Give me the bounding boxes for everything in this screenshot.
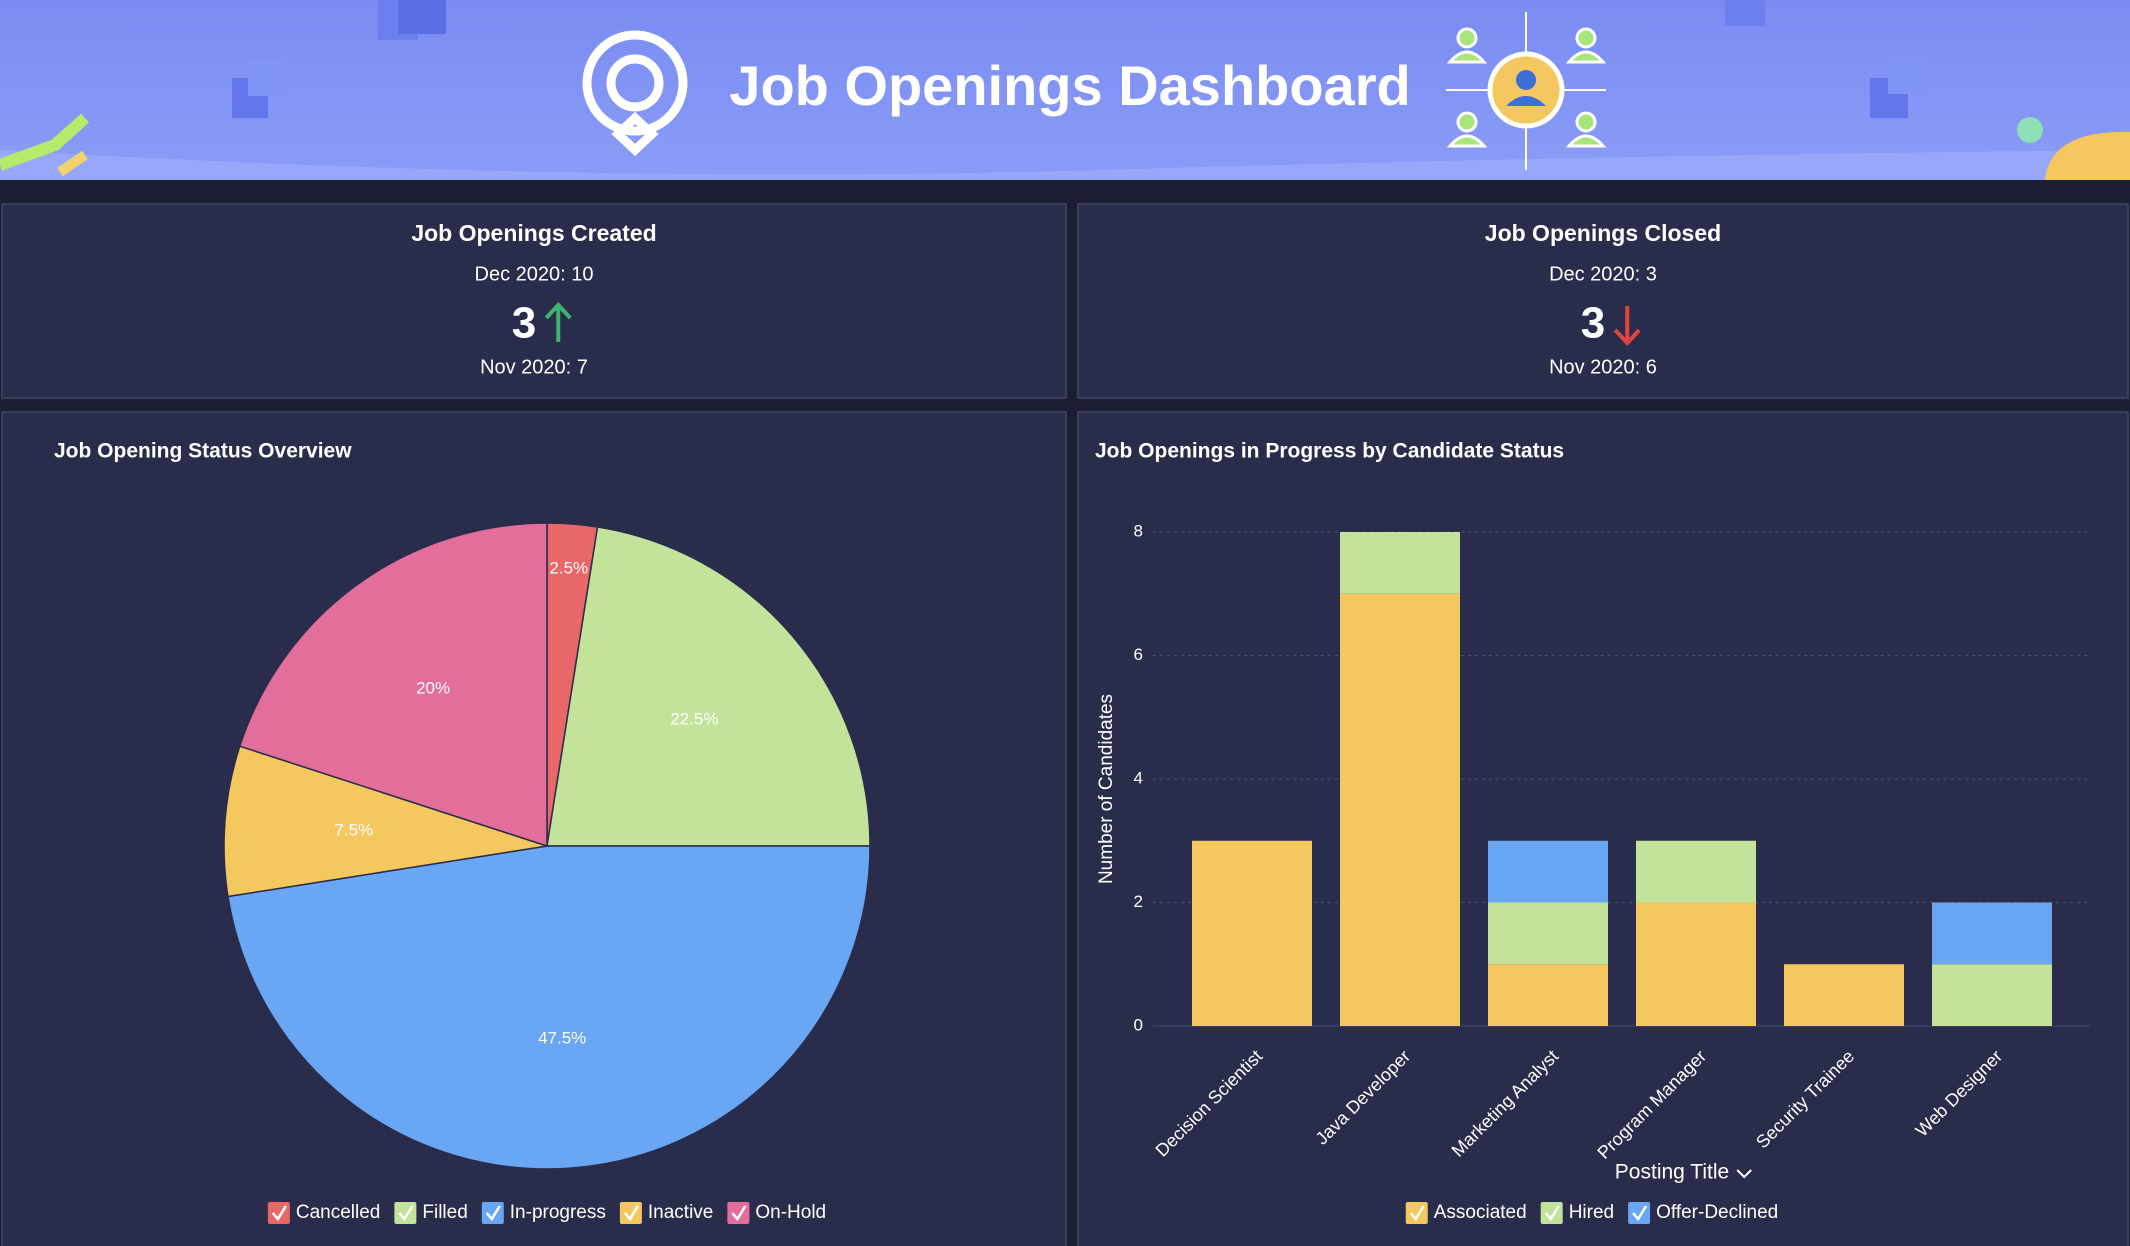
legend-label: On-Hold — [755, 1202, 826, 1223]
x-axis-caret — [1736, 1169, 1752, 1179]
logo — [582, 30, 688, 157]
deco — [398, 0, 446, 34]
chart-title: Job Opening Status Overview — [54, 440, 352, 463]
bar-segment — [1340, 593, 1460, 1026]
bar-segment — [1636, 840, 1756, 903]
y-axis-title: Number of Candidates — [1096, 694, 1117, 884]
pie-slice — [223, 745, 548, 898]
legend-label: Inactive — [648, 1202, 713, 1223]
slice-label: 2.5% — [549, 559, 588, 578]
trend-arrow — [1613, 306, 1641, 346]
slice-label: 20% — [416, 679, 450, 698]
y-tick-label: 0 — [1134, 1015, 1143, 1034]
kpi-title: Job Openings Created — [411, 220, 656, 246]
deco — [1888, 58, 1924, 94]
slice-label: 7.5% — [334, 820, 373, 839]
bar-segment — [1340, 532, 1460, 594]
legend-swatch — [481, 1202, 504, 1224]
chart-card — [1077, 411, 2129, 1246]
kpi-change: 3 — [1581, 299, 1605, 348]
x-axis-title: Posting Title — [1615, 1161, 1729, 1184]
bar-segment — [1488, 964, 1608, 1026]
slice-label: 47.5% — [538, 1029, 586, 1048]
legend-check — [485, 1205, 501, 1222]
kpi-change: 3 — [512, 299, 536, 348]
legend-label: Cancelled — [296, 1202, 381, 1223]
legend-swatch — [1540, 1202, 1563, 1224]
slice-label: 22.5% — [670, 710, 718, 729]
legend-check — [271, 1205, 287, 1222]
bar-segment — [1488, 840, 1608, 903]
team-icon — [1446, 12, 1607, 170]
legend-check — [1409, 1205, 1425, 1222]
legend-check — [398, 1205, 414, 1222]
legend: Cancelled Filled In-progress Inactive On-Hol… — [267, 1202, 826, 1224]
legend-check — [623, 1205, 639, 1222]
legend-check — [1632, 1205, 1648, 1222]
pie-slice — [238, 522, 548, 848]
chart-title: Job Openings in Progress by Candidate St… — [1095, 440, 1564, 463]
deco — [2017, 117, 2043, 143]
legend-label: In-progress — [510, 1202, 606, 1223]
y-tick-label: 2 — [1134, 892, 1143, 911]
deco — [1725, 0, 1765, 26]
bar-segment — [1784, 964, 1904, 1026]
y-tick-label: 4 — [1134, 768, 1143, 787]
legend-swatch — [267, 1202, 290, 1224]
header-wave — [0, 150, 2130, 180]
deco — [0, 113, 90, 171]
kpi-previous: Nov 2020: 7 — [480, 356, 588, 378]
kpi-title: Job Openings Closed — [1485, 220, 1721, 246]
legend-swatch — [394, 1202, 417, 1224]
header: Job Openings Dashboard — [0, 0, 2130, 180]
legend-swatch — [1405, 1202, 1428, 1224]
pie-slice — [546, 526, 871, 847]
deco — [57, 150, 88, 177]
kpi-current: Dec 2020: 10 — [475, 263, 594, 285]
y-tick-label: 6 — [1134, 645, 1143, 664]
bar-segment — [1932, 964, 2052, 1026]
legend: Associated Hired Offer-Declined — [1405, 1202, 1778, 1224]
kpi-card — [1, 203, 1067, 399]
legend-swatch — [727, 1202, 750, 1224]
bar-segment — [1488, 902, 1608, 965]
legend-label: Hired — [1569, 1202, 1614, 1223]
legend-label: Associated — [1434, 1202, 1527, 1223]
pie-slice — [227, 845, 871, 1170]
y-tick-label: 8 — [1134, 521, 1143, 540]
header-band — [0, 0, 2130, 180]
kpi-previous: Nov 2020: 6 — [1549, 356, 1657, 378]
kpi-current: Dec 2020: 3 — [1549, 263, 1657, 285]
deco — [2045, 131, 2130, 180]
legend-label: Filled — [422, 1202, 467, 1223]
legend-swatch — [1628, 1202, 1651, 1224]
kpi-card — [1077, 203, 2129, 399]
legend-check — [1544, 1205, 1560, 1222]
legend-swatch — [619, 1202, 642, 1224]
bar-segment — [1192, 840, 1312, 1026]
deco — [248, 60, 284, 96]
legend-check — [731, 1205, 747, 1222]
trend-arrow — [544, 302, 572, 342]
bar-segment — [1636, 902, 1756, 1026]
header-title: Job Openings Dashboard — [729, 54, 1410, 117]
bar-segment — [1932, 902, 2052, 965]
legend-label: Offer-Declined — [1656, 1202, 1778, 1223]
